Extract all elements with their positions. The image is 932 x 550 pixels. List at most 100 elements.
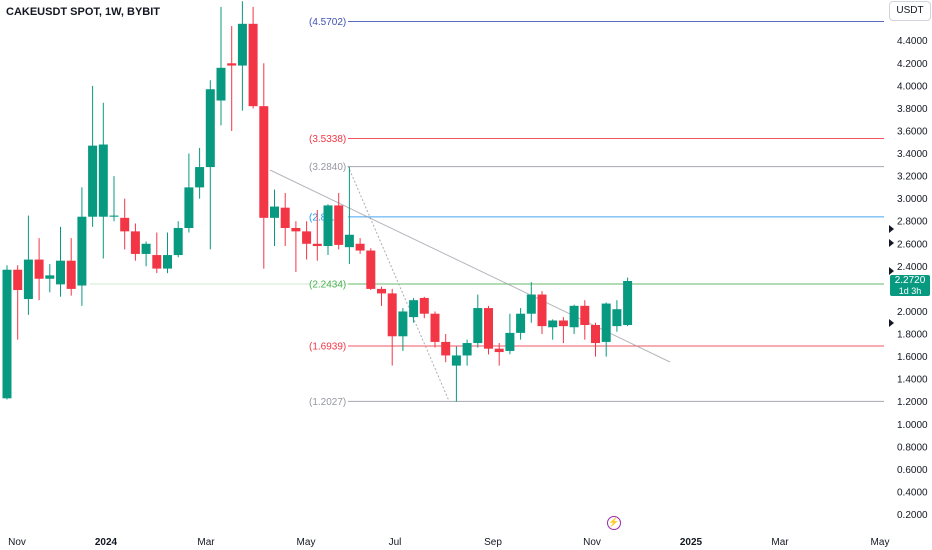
candle-body <box>248 23 258 107</box>
candle-body <box>216 67 226 101</box>
candle-body <box>66 260 76 289</box>
candle-body <box>601 303 611 342</box>
x-tick-label: Mar <box>197 537 215 548</box>
candlestick-series <box>2 1 633 402</box>
y-tick-label: 4.4000 <box>897 36 928 47</box>
y-tick-label: 2.8000 <box>897 217 928 228</box>
x-tick-label: May <box>871 537 890 548</box>
candle-body <box>98 144 108 217</box>
candle-body <box>56 260 65 285</box>
x-tick-label: Mar <box>771 537 789 548</box>
bar-countdown: 1d 3h <box>898 286 922 296</box>
candle-body <box>227 63 237 66</box>
symbol-title[interactable]: CAKEUSDT SPOT, 1W, BYBIT <box>6 6 161 18</box>
x-tick-label: Jul <box>389 537 402 548</box>
candle-body <box>302 231 312 244</box>
last-price-tag: 2.2720 1d 3h <box>890 275 930 296</box>
candle-body <box>259 106 269 218</box>
y-tick-label: 0.2000 <box>897 510 928 521</box>
y-tick-label: 3.0000 <box>897 194 928 205</box>
candle-body <box>451 355 461 366</box>
candle-body <box>548 320 558 328</box>
candle-body <box>109 215 119 217</box>
y-tick-label: 4.0000 <box>897 81 928 92</box>
x-tick-label: Nov <box>8 537 26 548</box>
candle-body <box>45 275 55 279</box>
y-tick-label: 1.8000 <box>897 330 928 341</box>
y-tick-label: 3.6000 <box>897 126 928 137</box>
candle-body <box>612 309 622 327</box>
fib-level-label: (1.6939) <box>309 341 346 352</box>
candle-body <box>366 250 376 289</box>
fibonacci-levels: (4.5702) (3.5338) (3.2840) (2.8...) (2.2434)… <box>90 17 884 408</box>
candle-body <box>558 320 568 327</box>
axis-arrow-marker <box>889 319 894 327</box>
fib-retracement-diagonal <box>347 165 450 402</box>
candle-body <box>591 324 600 344</box>
x-tick-label: Nov <box>583 537 601 548</box>
y-tick-label: 1.2000 <box>897 397 928 408</box>
candle-body <box>569 305 579 328</box>
candle-body <box>344 234 354 248</box>
time-axis[interactable]: Nov 2024 Mar May Jul Sep Nov 2025 Mar May <box>8 537 889 548</box>
candle-body <box>430 313 440 342</box>
candle-body <box>494 348 504 353</box>
candle-body <box>2 269 12 399</box>
y-tick-label: 4.2000 <box>897 59 928 70</box>
candle-body <box>323 205 333 247</box>
axis-arrow-marker <box>889 225 894 233</box>
candle-body <box>13 269 23 291</box>
y-tick-label: 0.4000 <box>897 487 928 498</box>
y-tick-label: 3.2000 <box>897 172 928 183</box>
axis-arrow-marker <box>889 239 894 247</box>
currency-button[interactable]: USDT <box>889 1 931 21</box>
x-tick-label: 2025 <box>680 537 703 548</box>
candle-body <box>516 313 526 333</box>
fib-level-label: (3.5338) <box>309 134 346 145</box>
fib-level-label: (2.8...) <box>309 212 338 223</box>
candle-body <box>462 343 472 356</box>
y-tick-label: 1.6000 <box>897 352 928 363</box>
candle-body <box>270 206 279 218</box>
candle-body <box>34 259 44 279</box>
lightning-icon[interactable]: ⚡ <box>607 516 621 530</box>
y-tick-label: 3.8000 <box>897 104 928 115</box>
candle-body <box>23 259 33 300</box>
candle-body <box>334 205 344 245</box>
candle-body <box>152 255 162 269</box>
candle-body <box>205 89 215 168</box>
x-tick-label: May <box>297 537 316 548</box>
y-tick-label: 0.8000 <box>897 442 928 453</box>
candle-body <box>623 281 633 325</box>
candle-body <box>173 227 183 256</box>
fib-level-label: (1.2027) <box>309 397 346 408</box>
candle-body <box>580 305 590 325</box>
y-tick-label: 2.4000 <box>897 262 928 273</box>
axis-markers <box>889 225 894 327</box>
fib-level-label: (3.2840) <box>309 162 346 173</box>
y-tick-label: 1.4000 <box>897 375 928 386</box>
candle-body <box>141 243 151 254</box>
candle-body <box>537 294 547 327</box>
candle-body <box>355 243 365 251</box>
y-tick-label: 0.6000 <box>897 465 928 476</box>
y-tick-label: 2.0000 <box>897 307 928 318</box>
candle-body <box>88 145 98 217</box>
candle-body <box>377 288 386 294</box>
fib-level-label: (2.2434) <box>309 280 346 291</box>
candle-body <box>291 227 301 232</box>
x-tick-label: 2024 <box>95 537 118 548</box>
candle-body <box>237 23 247 66</box>
candle-body <box>526 294 536 314</box>
fib-level-label: (4.5702) <box>309 17 346 28</box>
candle-body <box>184 187 194 228</box>
candle-body <box>163 255 172 269</box>
candle-body <box>484 308 493 349</box>
candle-body <box>130 231 140 254</box>
axis-arrow-marker <box>889 267 894 275</box>
candle-body <box>387 293 397 337</box>
candle-body <box>398 311 408 337</box>
candle-body <box>77 216 87 286</box>
y-tick-label: 2.6000 <box>897 239 928 250</box>
